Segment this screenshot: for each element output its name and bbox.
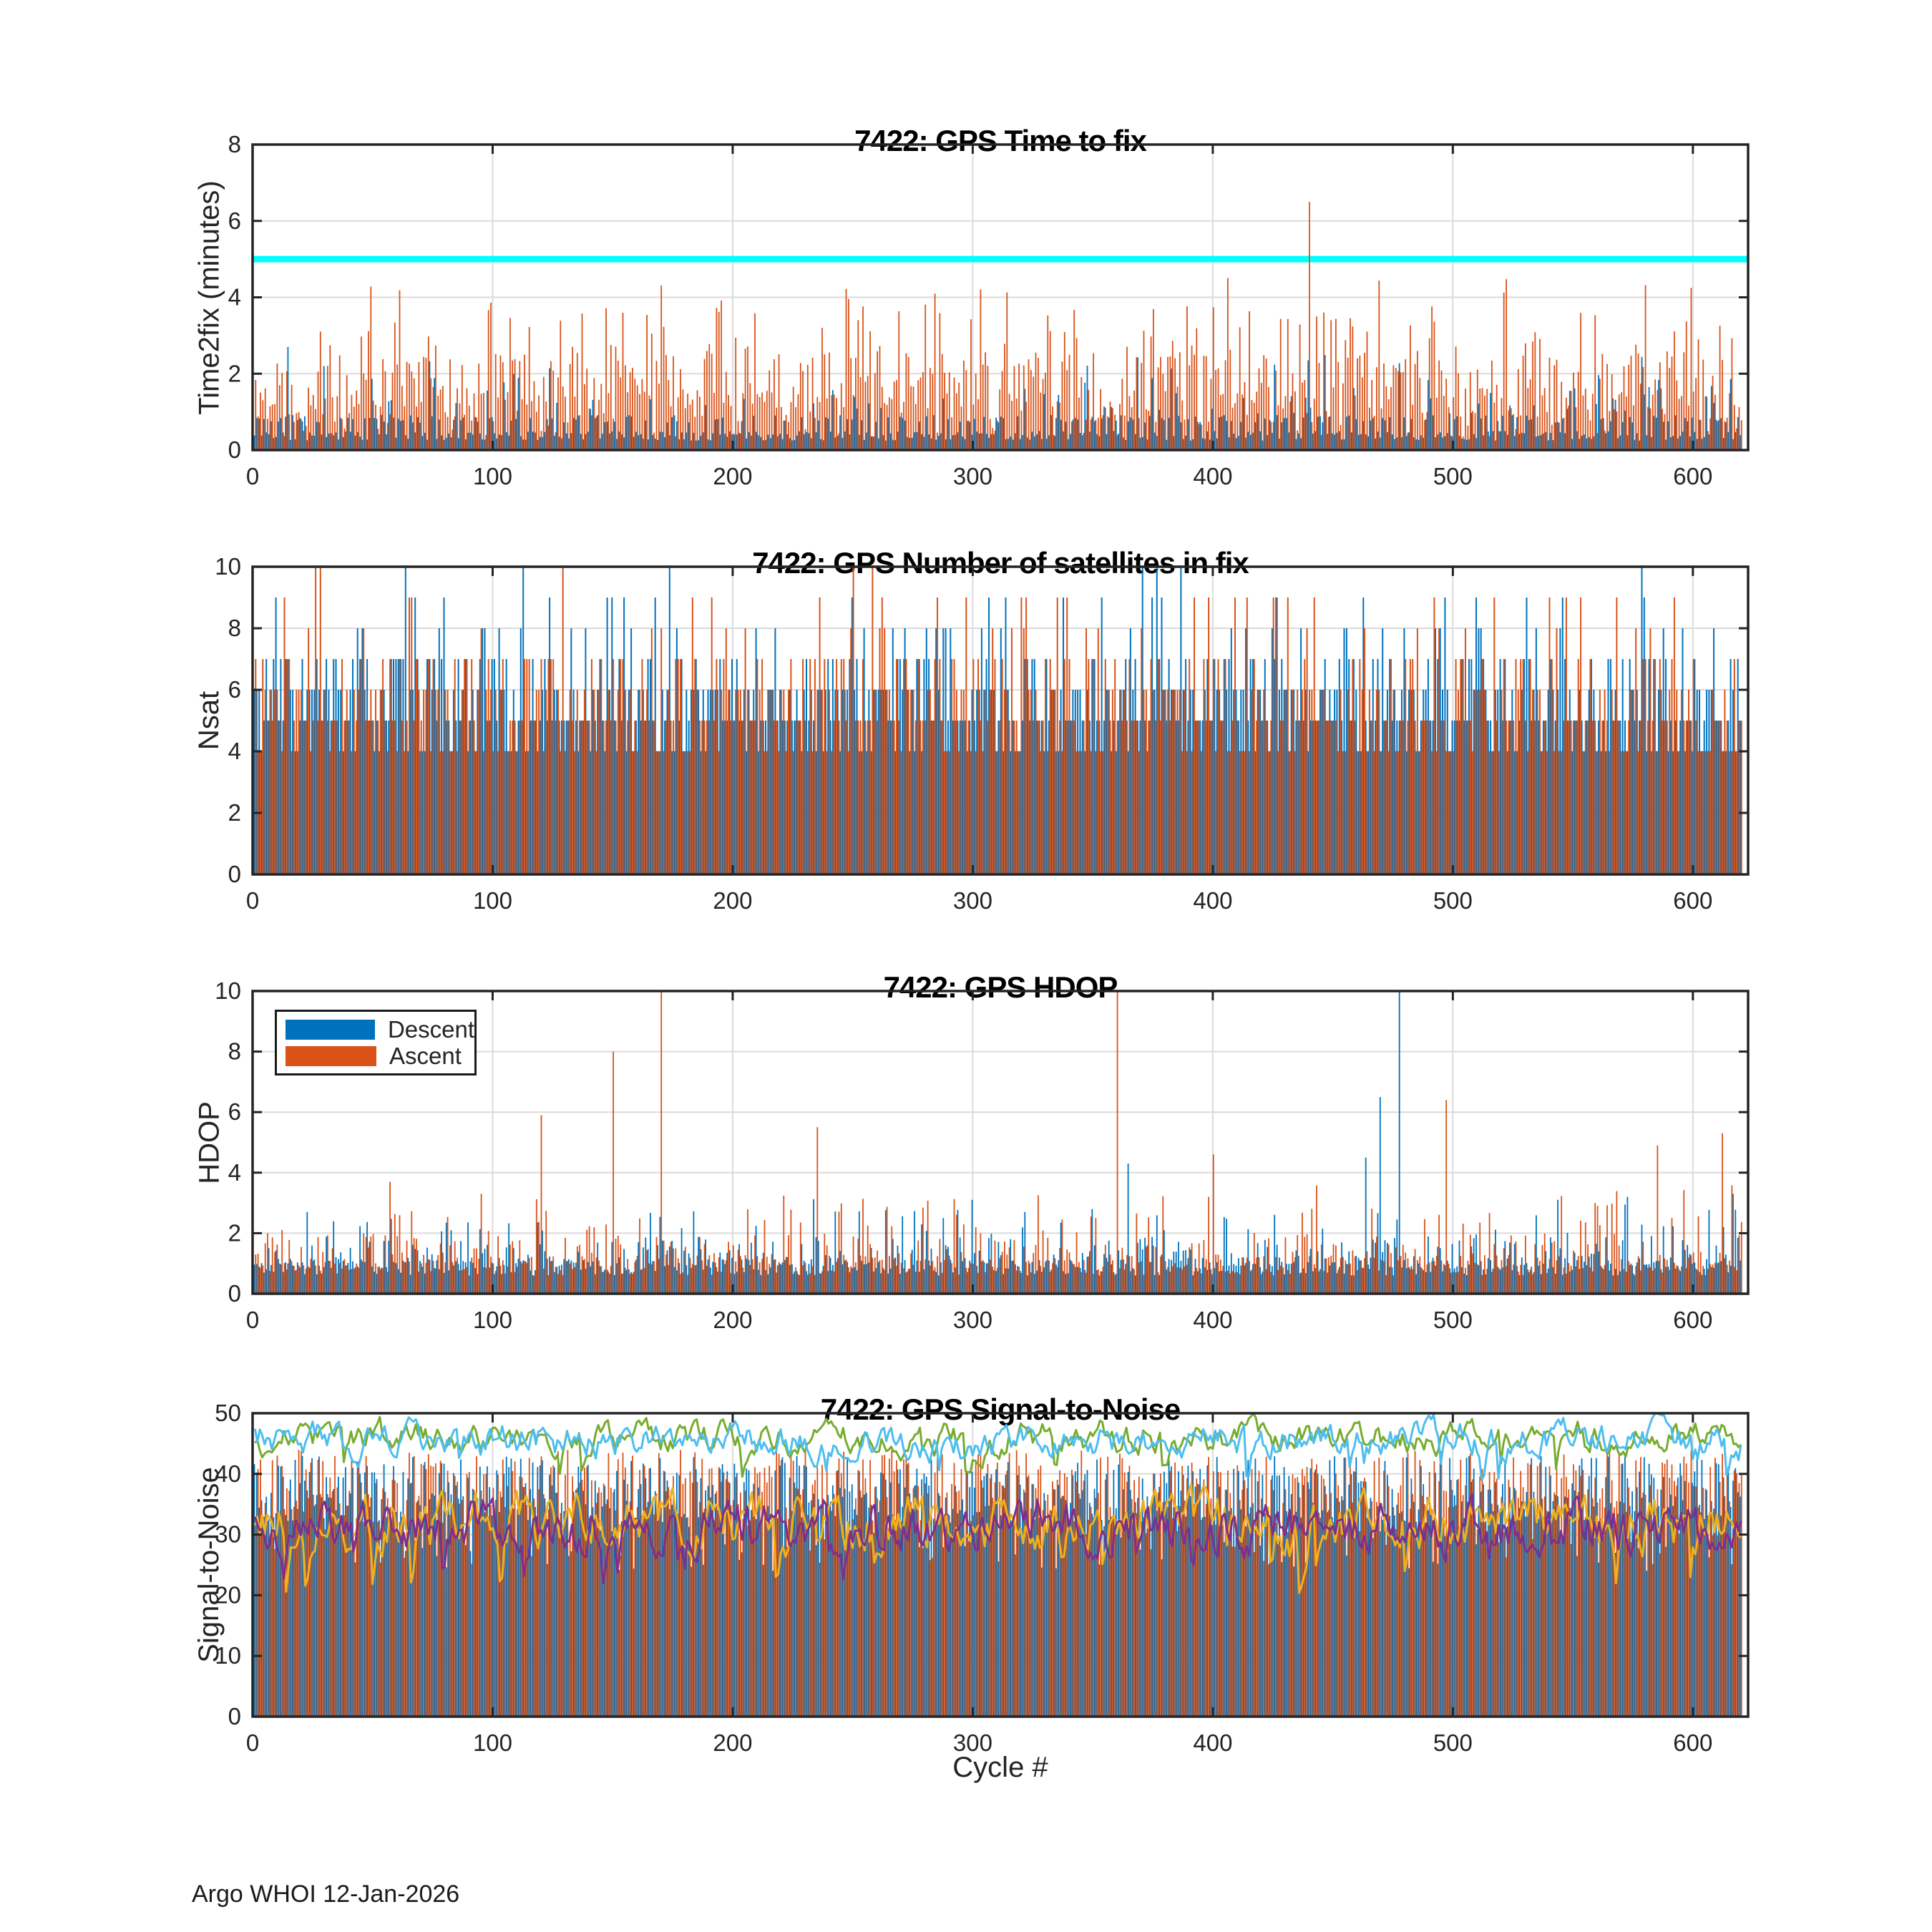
svg-text:10: 10: [215, 553, 241, 580]
svg-text:0: 0: [228, 1280, 241, 1307]
svg-text:2: 2: [228, 360, 241, 386]
svg-text:100: 100: [473, 887, 512, 914]
svg-text:100: 100: [473, 1307, 512, 1333]
svg-text:200: 200: [713, 463, 752, 489]
svg-text:0: 0: [246, 463, 259, 489]
plot-nsat: 0 100 200 300 400 500 600 0 2 4 6 8 10: [215, 553, 1750, 914]
title-time2fix: 7422: GPS Time to fix: [854, 123, 1147, 157]
legend: Descent Ascent: [275, 1010, 477, 1075]
title-nsat: 7422: GPS Number of satellites in fix: [752, 545, 1249, 580]
legend-swatch-descent: [286, 1019, 375, 1040]
svg-text:6: 6: [228, 1098, 241, 1125]
svg-text:400: 400: [1193, 1729, 1232, 1756]
svg-text:8: 8: [228, 615, 241, 641]
svg-text:500: 500: [1433, 887, 1473, 914]
plot-time2fix: 0 100 200 300 400 500 600 0 2 4 6 8: [228, 131, 1750, 489]
svg-text:200: 200: [713, 1307, 752, 1333]
plot-hdop: 0 100 200 300 400 500 600 0 2 4 6 8 10: [215, 977, 1750, 1333]
svg-text:400: 400: [1193, 463, 1232, 489]
svg-text:2: 2: [228, 1219, 241, 1246]
footer-annotation: Argo WHOI 12-Jan-2026: [192, 1880, 460, 1908]
x-axis-label: Cycle #: [952, 1752, 1048, 1783]
svg-text:100: 100: [473, 1729, 512, 1756]
svg-text:500: 500: [1433, 1729, 1473, 1756]
svg-text:4: 4: [228, 284, 241, 311]
svg-text:0: 0: [228, 436, 241, 463]
svg-text:0: 0: [246, 1307, 259, 1333]
svg-text:0: 0: [246, 1729, 259, 1756]
svg-text:300: 300: [953, 887, 992, 914]
svg-text:2: 2: [228, 799, 241, 826]
svg-text:500: 500: [1433, 463, 1473, 489]
plot-snr: 0 100 200 300 400 500 600 0 10 20 30 40 50: [215, 1400, 1750, 1756]
legend-row-descent: Descent: [286, 1015, 474, 1043]
svg-text:40: 40: [215, 1460, 241, 1487]
svg-text:20: 20: [215, 1581, 241, 1608]
svg-text:10: 10: [215, 977, 241, 1004]
legend-label-descent: Descent: [387, 1015, 474, 1043]
svg-text:300: 300: [953, 1729, 992, 1756]
svg-text:0: 0: [228, 861, 241, 887]
svg-text:8: 8: [228, 1038, 241, 1065]
title-hdop: 7422: GPS HDOP: [883, 970, 1118, 1004]
svg-text:300: 300: [953, 1307, 992, 1333]
svg-text:30: 30: [215, 1521, 241, 1548]
svg-text:10: 10: [215, 1642, 241, 1669]
legend-label-ascent: Ascent: [389, 1042, 462, 1069]
svg-text:200: 200: [713, 887, 752, 914]
svg-text:8: 8: [228, 131, 241, 157]
svg-text:400: 400: [1193, 887, 1232, 914]
svg-text:600: 600: [1673, 1307, 1712, 1333]
svg-text:200: 200: [713, 1729, 752, 1756]
title-snr: 7422: GPS Signal-to-Noise: [820, 1392, 1181, 1426]
svg-text:50: 50: [215, 1400, 241, 1426]
legend-swatch-ascent: [286, 1045, 376, 1066]
svg-text:0: 0: [228, 1703, 241, 1729]
svg-text:600: 600: [1673, 1729, 1712, 1756]
svg-text:600: 600: [1673, 463, 1712, 489]
svg-text:6: 6: [228, 676, 241, 703]
svg-text:600: 600: [1673, 887, 1712, 914]
svg-text:500: 500: [1433, 1307, 1473, 1333]
svg-text:300: 300: [953, 463, 992, 489]
svg-text:6: 6: [228, 208, 241, 234]
svg-text:4: 4: [228, 738, 241, 764]
svg-text:0: 0: [246, 887, 259, 914]
svg-text:100: 100: [473, 463, 512, 489]
legend-row-ascent: Ascent: [286, 1042, 474, 1069]
svg-text:400: 400: [1193, 1307, 1232, 1333]
svg-text:4: 4: [228, 1159, 241, 1186]
